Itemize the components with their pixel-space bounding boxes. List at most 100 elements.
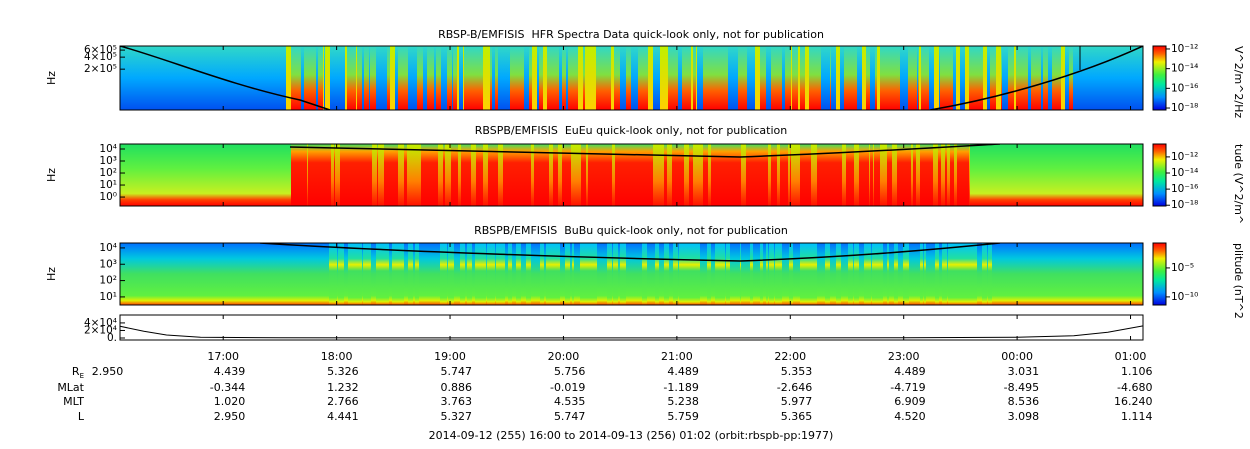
spectrogram-column	[359, 243, 363, 305]
spectrogram-column	[957, 144, 963, 206]
spectrogram-column	[233, 243, 237, 305]
spectrogram-column	[581, 144, 584, 206]
spectrogram-column	[689, 144, 694, 206]
spectrogram-column	[569, 144, 572, 206]
spectrogram-column	[888, 243, 890, 305]
spectrogram-column	[1135, 46, 1137, 110]
spectrogram-column	[627, 144, 632, 206]
x-tick-label: 19:00	[434, 350, 466, 363]
spectrogram-column	[771, 144, 775, 206]
spectrogram-column	[711, 46, 713, 110]
spectrogram-column	[407, 144, 413, 206]
spectrogram-column	[991, 144, 993, 206]
ephemeris-value: 5.326	[327, 365, 359, 378]
spectrogram-column	[383, 144, 385, 206]
spectrogram-column	[1069, 46, 1074, 110]
spectrogram-column	[385, 144, 390, 206]
spectrogram-column	[443, 144, 446, 206]
spectrogram-column	[668, 46, 673, 110]
spectrogram-column	[428, 144, 431, 206]
spectrogram-column	[402, 243, 405, 305]
spectrogram-column	[887, 243, 889, 305]
colorbar-tick-label: 10⁻¹⁴	[1171, 167, 1198, 179]
ephemeris-label-text: R	[72, 365, 80, 378]
spectrogram-column	[303, 243, 307, 305]
spectrogram-column	[1020, 243, 1024, 305]
spectrogram-column	[564, 46, 567, 110]
spectrogram-column	[508, 243, 513, 305]
spectrogram-column	[849, 144, 855, 206]
spectrogram-column	[841, 243, 846, 305]
spectrogram-column	[134, 243, 137, 305]
spectrogram-column	[795, 144, 801, 206]
spectrogram-column	[1081, 243, 1086, 305]
spectrogram-column	[262, 46, 266, 110]
spectrogram-column	[291, 144, 296, 206]
spectrogram-column	[445, 144, 449, 206]
spectrogram-column	[551, 46, 557, 110]
spectrogram-column	[983, 144, 989, 206]
spectrogram-column	[1083, 144, 1086, 206]
spectrogram-column	[720, 243, 726, 305]
cyclotron-curve	[120, 46, 1143, 110]
spectrogram-column	[753, 144, 757, 206]
spectrogram-column	[1025, 46, 1029, 110]
spectrogram-column	[1007, 144, 1011, 206]
spectrogram-column	[1111, 243, 1117, 305]
spectrogram-column	[412, 243, 414, 305]
spectrogram-column	[533, 243, 536, 305]
spectrogram-column	[844, 46, 849, 110]
ephemeris-value: 5.353	[781, 365, 813, 378]
spectrogram-column	[653, 46, 656, 110]
ephemeris-value: 1.232	[327, 381, 359, 394]
spectrogram-column	[696, 46, 698, 110]
spectrogram-column	[541, 144, 543, 206]
spectrogram-column	[295, 144, 299, 206]
spectrogram-column	[642, 46, 648, 110]
spectrogram-column	[1127, 144, 1130, 206]
spectrogram-column	[642, 243, 644, 305]
spectrogram-column	[1006, 243, 1010, 305]
spectrogram-column	[861, 243, 865, 305]
spectrogram-column	[933, 144, 939, 206]
ephemeris-value: 2.950	[214, 410, 246, 423]
spectrogram-column	[760, 46, 762, 110]
spectrogram-column	[461, 144, 467, 206]
spectrogram-column	[392, 243, 396, 305]
spectrogram-column	[364, 46, 368, 110]
spectrogram-column	[821, 144, 824, 206]
spectrogram-column	[143, 46, 148, 110]
spectrogram-column	[578, 46, 584, 110]
spectrogram-column	[830, 243, 835, 305]
spectrogram-column	[422, 46, 424, 110]
spectrogram-column	[131, 144, 135, 206]
spectrogram-column	[496, 46, 498, 110]
spectrogram-column	[503, 144, 507, 206]
spectrogram-column	[572, 243, 575, 305]
spectrogram-column	[362, 46, 364, 110]
spectrogram-column	[854, 243, 860, 305]
spectrogram-column	[459, 46, 464, 110]
spectrogram-column	[917, 46, 919, 110]
spectrogram-column	[1107, 46, 1109, 110]
spectrogram-column	[992, 144, 994, 206]
spectrogram-column	[310, 243, 313, 305]
spectrogram-column	[1088, 46, 1091, 110]
spectrogram-column	[482, 243, 487, 305]
spectrogram-column	[897, 46, 901, 110]
spectrogram-column	[684, 144, 690, 206]
spectrogram-column	[126, 144, 132, 206]
spectrogram-column	[982, 243, 988, 305]
spectrogram-column	[1084, 46, 1089, 110]
spectrogram-column	[512, 243, 517, 305]
spectrogram-column	[956, 46, 961, 110]
spectrogram-column	[717, 144, 720, 206]
spectrogram-column	[268, 46, 272, 110]
spectrogram-column	[447, 243, 449, 305]
spectrogram-column	[225, 144, 230, 206]
spectrogram-column	[258, 144, 263, 206]
spectrogram-column	[523, 144, 528, 206]
spectrogram-column	[694, 46, 697, 110]
colorbar-tick-label: 10⁻¹⁶	[1171, 183, 1198, 195]
spectrogram-column	[568, 46, 574, 110]
